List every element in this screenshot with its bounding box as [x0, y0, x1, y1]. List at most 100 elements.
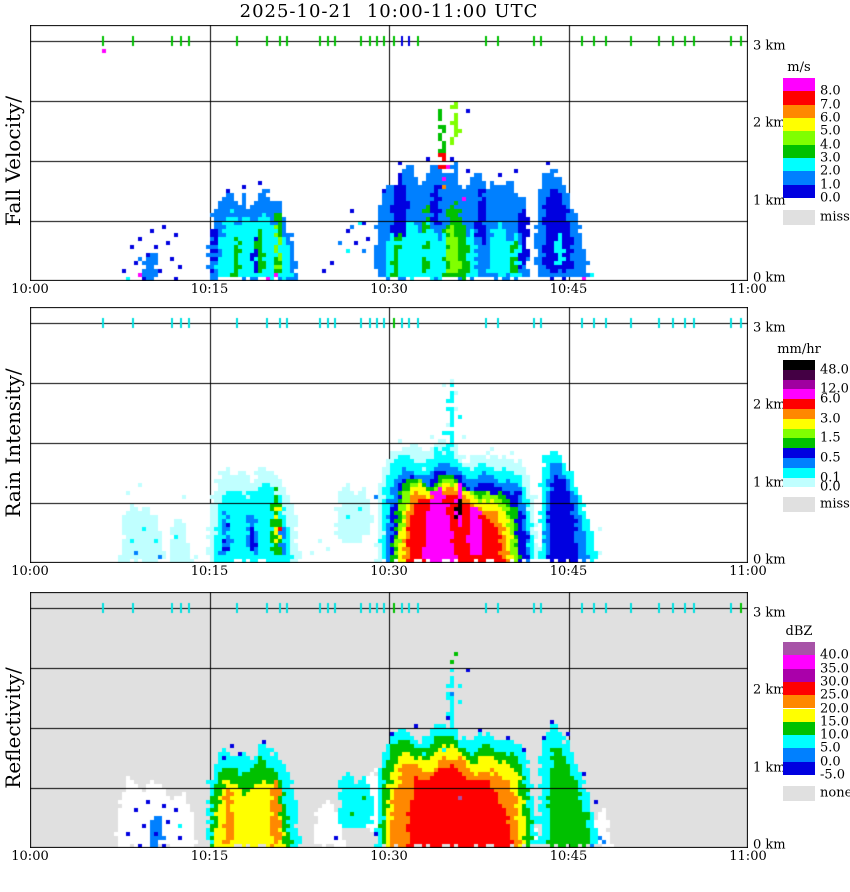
colorbar-tick-label: 0.5	[820, 450, 841, 466]
colorbar-tick-label: 12.0	[820, 381, 849, 397]
height-tick-label-3km: 3 km	[753, 605, 786, 621]
colorbar-tick-label: 0.1	[820, 470, 841, 486]
height-tick-label-3km: 3 km	[753, 320, 786, 336]
height-tick-label-1km: 1 km	[753, 475, 786, 491]
colorbar-tick-label: 30.0	[820, 674, 849, 690]
time-tick-label: 10:45	[549, 849, 588, 864]
time-tick-label: 10:30	[370, 564, 408, 579]
time-tick-label: 10:15	[190, 849, 229, 864]
colorbar-tick-label: 25.0	[820, 687, 849, 703]
time-tick-label: 11:00	[729, 564, 767, 579]
colorbar-missing-segment	[783, 210, 815, 225]
time-tick-label: 11:00	[729, 282, 767, 297]
colorbar-segment	[783, 681, 815, 696]
height-tick-label-1km: 1 km	[753, 193, 786, 209]
time-tick-label: 10:00	[11, 849, 49, 864]
colorbar-segment	[783, 360, 815, 370]
colorbar-tick-label: -5.0	[820, 767, 846, 783]
colorbar-segment	[783, 748, 815, 762]
colorbar-segment	[783, 78, 815, 92]
colorbar-tick-label: 20.0	[820, 701, 849, 716]
colorbar-segment	[783, 467, 815, 478]
height-tick-label-1km: 1 km	[753, 760, 786, 776]
colorbar-segment	[783, 428, 815, 439]
time-tick-label: 10:15	[190, 282, 229, 297]
colorbar-tick-label: 2.0	[820, 163, 841, 179]
figure-title: 2025-10-21 10:00-11:00 UTC	[239, 1, 539, 22]
colorbar-segment	[783, 735, 815, 749]
colorbar-missing-label: miss	[820, 496, 850, 512]
colorbar-segment	[783, 708, 815, 722]
rain-intensity-panel: Rain Intensity/ 3 km 2 km 1 km 0 km 10:00 10…	[0, 307, 850, 607]
colorbar-segment	[783, 418, 815, 429]
colorbar-segment	[783, 171, 815, 185]
time-tick-label: 10:45	[549, 564, 588, 579]
height-tick-label-3km: 3 km	[753, 38, 786, 54]
rain-intensity-heatmap	[30, 307, 748, 563]
time-tick-label: 10:30	[370, 849, 408, 864]
colorbar-segment	[783, 409, 815, 419]
colorbar-segment	[783, 655, 815, 669]
colorbar-segment	[783, 117, 815, 132]
rain-intensity-colorbar: mm/hr 48.0 12.0 6.0 3.0 1.5 0.5 0.1 0.0 miss	[777, 0, 850, 868]
time-tick-label: 10:00	[11, 282, 49, 297]
height-tick-label-0km: 0 km	[753, 270, 786, 286]
colorbar-missing-segment	[783, 786, 815, 801]
colorbar-segment	[783, 668, 815, 682]
colorbar-segment	[783, 477, 815, 488]
colorbar-segment	[783, 761, 815, 775]
mrr-quicklook-figure: 2025-10-21 10:00-11:00 UTC Fall Velocity…	[0, 0, 850, 868]
height-tick-label-2km: 2 km	[753, 682, 786, 698]
fall-velocity-colorbar: m/s 8.0 7.0 6.0 5.0 4.0 3.0 2.0 1.0 0.0 miss	[783, 0, 850, 868]
colorbar-tick-label: 5.0	[820, 740, 841, 756]
height-tick-label-2km: 2 km	[753, 397, 786, 413]
colorbar-segment	[783, 642, 815, 656]
time-tick-label: 10:15	[190, 564, 229, 579]
colorbar-tick-label: 8.0	[820, 83, 841, 99]
time-tick-label: 10:00	[11, 564, 49, 579]
height-tick-label-2km: 2 km	[753, 115, 786, 131]
colorbar-tick-label: 5.0	[820, 123, 841, 139]
colorbar-tick-label: 10.0	[820, 727, 849, 743]
fall-velocity-heatmap	[30, 25, 748, 281]
time-tick-label: 11:00	[729, 849, 767, 864]
colorbar-segment	[783, 369, 815, 380]
colorbar-segment	[783, 131, 815, 145]
fall-velocity-panel: Fall Velocity/ 3 km 2 km 1 km 0 km 10:00 10:…	[0, 25, 850, 325]
colorbar-missing-label: none	[820, 785, 850, 801]
colorbar-tick-label: 15.0	[820, 714, 849, 730]
colorbar-unit-label: m/s	[787, 60, 811, 75]
colorbar-tick-label: 6.0	[820, 391, 841, 407]
colorbar-missing-segment	[783, 497, 815, 512]
colorbar-segment	[783, 399, 815, 409]
time-tick-label: 10:45	[549, 282, 588, 297]
reflectivity-colorbar: dBZ 40.0 35.0 30.0 25.0 20.0 15.0 10.0 5.0 0.0 -5…	[783, 0, 850, 868]
colorbar-segment	[783, 448, 815, 458]
colorbar-tick-label: 1.5	[820, 430, 841, 446]
colorbar-tick-label: 0.0	[820, 479, 841, 495]
time-tick-label: 10:30	[370, 282, 408, 297]
colorbar-segment	[783, 379, 815, 390]
colorbar-segment	[783, 389, 815, 400]
colorbar-tick-label: 0.0	[820, 190, 841, 206]
colorbar-tick-label: 4.0	[820, 137, 841, 153]
colorbar-segment	[783, 458, 815, 468]
colorbar-tick-label: 40.0	[820, 647, 849, 663]
colorbar-segment	[783, 438, 815, 449]
fall-velocity-axis-title: Fall Velocity/	[1, 95, 25, 227]
colorbar-segment	[783, 144, 815, 158]
colorbar-unit-label: mm/hr	[777, 342, 821, 357]
reflectivity-axis-title: Reflectivity/	[1, 667, 25, 789]
colorbar-tick-label: 3.0	[820, 150, 841, 166]
rain-intensity-axis-title: Rain Intensity/	[1, 368, 25, 518]
colorbar-missing-label: miss	[820, 209, 850, 225]
height-tick-label-0km: 0 km	[753, 837, 786, 853]
colorbar-tick-label: 1.0	[820, 177, 841, 193]
colorbar-tick-label: 6.0	[820, 110, 841, 126]
reflectivity-panel: Reflectivity/ 3 km 2 km 1 km 0 km 10:00 10:1…	[0, 592, 850, 892]
height-tick-label-0km: 0 km	[753, 552, 786, 568]
colorbar-segment	[783, 157, 815, 172]
colorbar-tick-label: 48.0	[820, 362, 849, 378]
colorbar-segment	[783, 721, 815, 736]
colorbar-tick-label: 35.0	[820, 661, 849, 677]
